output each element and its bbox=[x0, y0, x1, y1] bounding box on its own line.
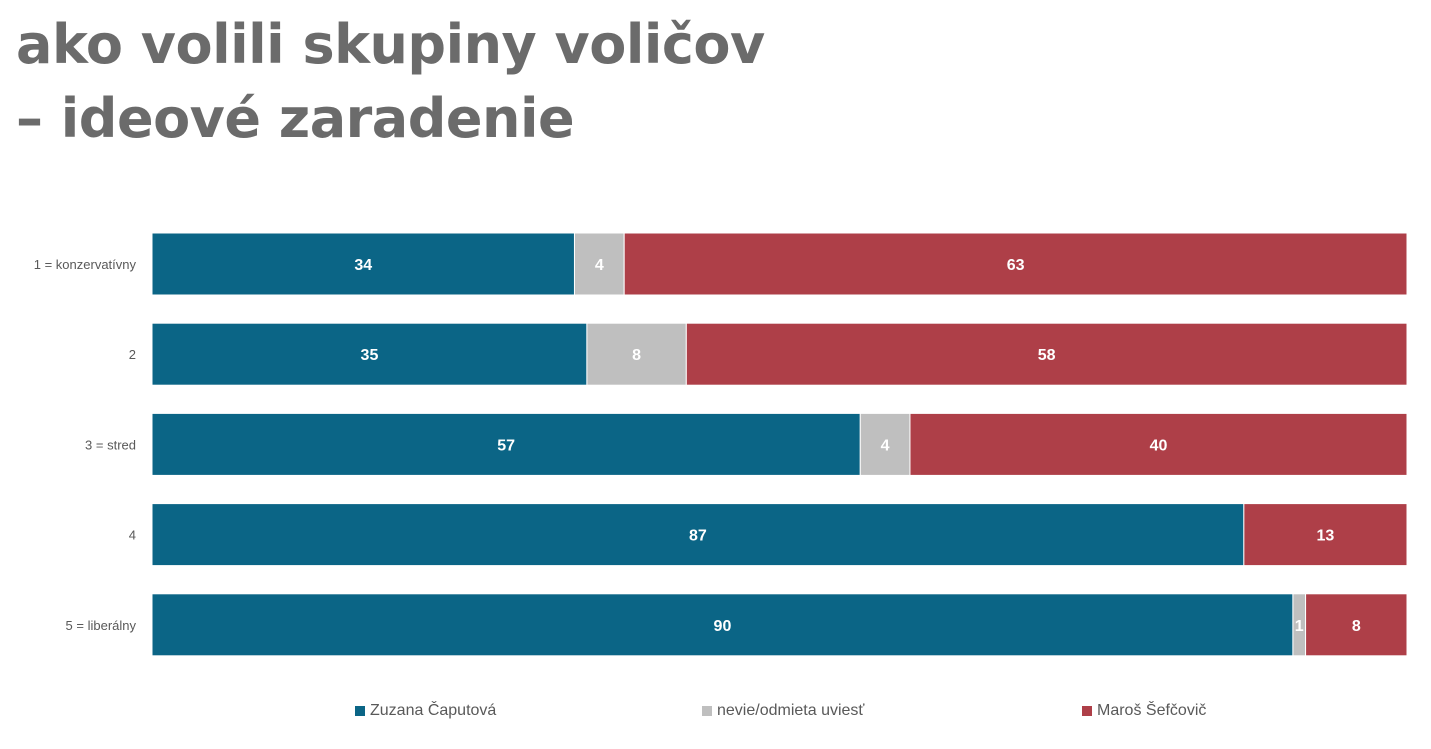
data-label-caputova: 34 bbox=[354, 257, 372, 274]
legend-swatch-nevie bbox=[702, 706, 712, 716]
bar-segment-sefcovic bbox=[623, 232, 1408, 296]
bar-segment-caputova bbox=[151, 503, 1245, 567]
bar-segment-caputova bbox=[151, 593, 1294, 657]
data-label-sefcovic: 63 bbox=[1007, 257, 1025, 274]
category-label: 2 bbox=[129, 347, 136, 362]
data-label-caputova: 90 bbox=[714, 618, 732, 635]
data-label-sefcovic: 58 bbox=[1038, 347, 1056, 364]
bar-segment-sefcovic bbox=[685, 322, 1408, 386]
title-line-1: ako volili skupiny voličov bbox=[16, 13, 765, 76]
category-label: 3 = stred bbox=[85, 437, 136, 452]
legend-label-caputova: Zuzana Čaputová bbox=[370, 702, 497, 719]
category-label: 1 = konzervatívny bbox=[34, 257, 137, 272]
data-label-caputova: 57 bbox=[497, 437, 515, 454]
data-label-nevie: 4 bbox=[881, 437, 890, 454]
data-label-nevie: 8 bbox=[632, 347, 641, 364]
page-title: ako volili skupiny voličov – ideové zara… bbox=[16, 8, 765, 156]
category-label: 4 bbox=[129, 528, 136, 543]
bar-segment-sefcovic bbox=[909, 412, 1408, 476]
category-label: 5 = liberálny bbox=[66, 618, 137, 633]
bar-segment-sefcovic bbox=[1305, 593, 1408, 657]
title-line-2: – ideové zaradenie bbox=[16, 87, 575, 150]
data-label-sefcovic: 8 bbox=[1352, 618, 1361, 635]
legend-label-nevie: nevie/odmieta uviesť bbox=[717, 702, 865, 719]
bar-segment-nevie bbox=[859, 412, 911, 476]
legend-item-nevie: nevie/odmieta uviesť bbox=[702, 702, 864, 720]
bar-segment-caputova bbox=[151, 232, 575, 296]
data-label-sefcovic: 40 bbox=[1150, 437, 1168, 454]
data-label-nevie: 1 bbox=[1295, 618, 1304, 635]
chart-legend: Zuzana Čaputová nevie/odmieta uviesť Mar… bbox=[0, 702, 1431, 724]
legend-label-sefcovic: Maroš Šefčovič bbox=[1097, 702, 1207, 719]
legend-swatch-sefcovic bbox=[1082, 706, 1092, 716]
legend-item-sefcovic: Maroš Šefčovič bbox=[1082, 702, 1206, 720]
data-label-caputova: 87 bbox=[689, 528, 707, 545]
data-label-sefcovic: 13 bbox=[1317, 528, 1335, 545]
bar-segment-nevie bbox=[586, 322, 687, 386]
legend-item-caputova: Zuzana Čaputová bbox=[355, 702, 496, 720]
data-label-caputova: 35 bbox=[361, 347, 379, 364]
bar-segment-caputova bbox=[151, 412, 861, 476]
data-label-nevie: 4 bbox=[595, 257, 604, 274]
bar-segment-caputova bbox=[151, 322, 588, 386]
stacked-bar-chart: 1 = konzervatívny 34 4 63 2 35 8 58 3 = stred 57 4… bbox=[34, 232, 1408, 657]
bar-segment-sefcovic bbox=[1243, 503, 1408, 567]
legend-swatch-caputova bbox=[355, 706, 365, 716]
